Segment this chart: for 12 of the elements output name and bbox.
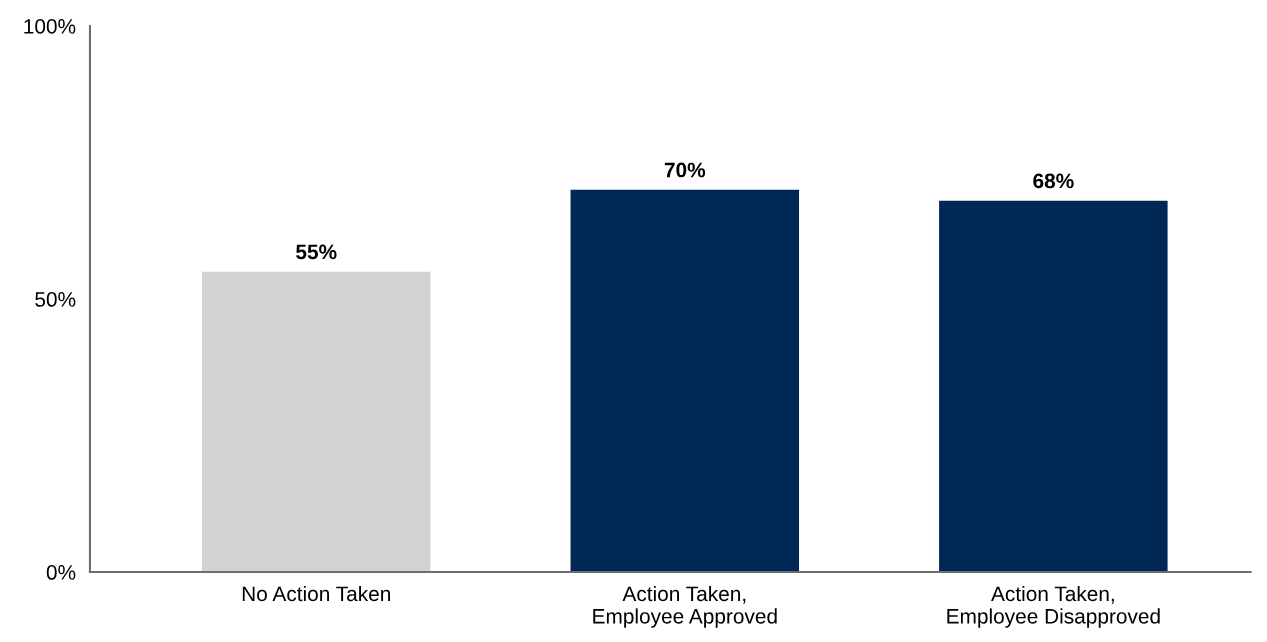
x-tick-label: No Action Taken xyxy=(242,585,390,602)
y-tick-label: 0% xyxy=(46,565,76,580)
bar xyxy=(202,271,431,573)
x-tick-label: Action Taken, Employee Disapproved xyxy=(947,585,1160,628)
data-label: 55% xyxy=(296,244,337,260)
bar xyxy=(939,200,1168,573)
x-tick-label: Action Taken, Employee Approved xyxy=(593,585,777,628)
bar xyxy=(570,189,800,573)
data-label: 70% xyxy=(664,162,706,178)
data-label: 68% xyxy=(1033,173,1074,189)
y-tick-label: 100% xyxy=(24,19,76,34)
y-tick-label: 50% xyxy=(35,292,76,307)
